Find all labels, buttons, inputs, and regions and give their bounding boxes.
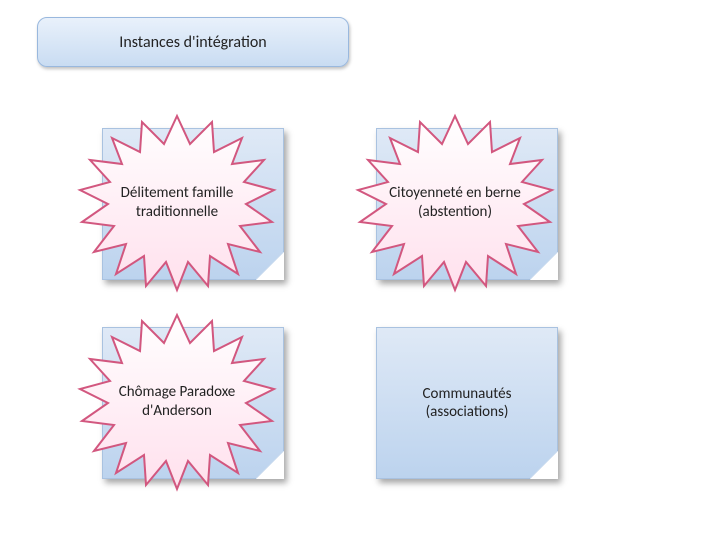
header-label: Instances d'intégration xyxy=(119,33,266,52)
note-fold-icon xyxy=(529,450,558,479)
burst-chomage: Chômage Paradoxe d'Anderson xyxy=(62,307,292,497)
burst-famille: Délitement famille traditionnelle xyxy=(62,108,292,298)
note-communautes: Communautés (associations) xyxy=(376,327,558,479)
burst-citoyennete: Citoyenneté en berne (abstention) xyxy=(340,108,570,298)
burst-label: Chômage Paradoxe d'Anderson xyxy=(92,383,262,421)
header-instances-integration: Instances d'intégration xyxy=(37,17,349,67)
burst-label: Citoyenneté en berne (abstention) xyxy=(370,184,540,222)
diagram-canvas: Instances d'intégration Communautés (ass… xyxy=(0,0,720,540)
note-label: Communautés (associations) xyxy=(377,385,557,421)
burst-label: Délitement famille traditionnelle xyxy=(92,184,262,222)
